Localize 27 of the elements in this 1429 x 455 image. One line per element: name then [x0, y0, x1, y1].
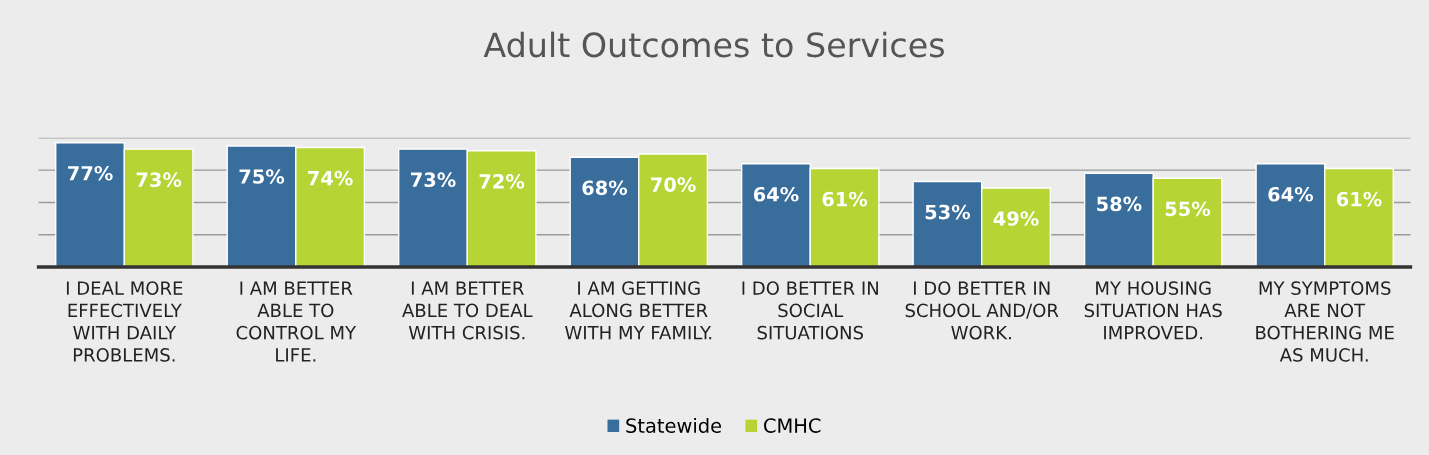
data-label: 72% [479, 173, 525, 189]
data-label: 74% [308, 170, 353, 186]
data-label: 55% [1165, 201, 1211, 217]
data-label: 73% [411, 172, 456, 188]
x-tick-label: MY SYMPTOMS ARE NOT BOTHERING ME AS MUCH. [1256, 281, 1394, 362]
data-label: 61% [822, 191, 868, 207]
data-label: 64% [1268, 186, 1314, 202]
data-label: 49% [993, 211, 1039, 226]
data-label: 64% [753, 186, 799, 202]
chart-title: Adult Outcomes to Services [483, 31, 944, 58]
x-tick-label: I DO BETTER IN SCHOOL AND/OR WORK. [905, 281, 1059, 340]
x-tick-label: I AM BETTER ABLE TO DEAL WITH CRISIS. [402, 281, 533, 340]
x-tick-label: I AM BETTER ABLE TO CONTROL MY LIFE. [236, 281, 357, 362]
legend-label: Statewide [626, 417, 722, 433]
data-label: 73% [136, 172, 182, 188]
data-label: 70% [651, 177, 696, 192]
data-label: 68% [582, 180, 628, 196]
data-label: 58% [1097, 196, 1142, 212]
data-label: 53% [925, 204, 971, 220]
x-tick-label: MY HOUSING SITUATION HAS IMPROVED. [1084, 281, 1222, 340]
data-label: 75% [239, 169, 285, 184]
data-label: 61% [1336, 191, 1382, 207]
x-tick-label: I DO BETTER IN SOCIAL SITUATIONS [742, 281, 878, 340]
x-tick-label: I AM GETTING ALONG BETTER WITH MY FAMILY. [565, 281, 712, 340]
data-label: 77% [68, 165, 113, 181]
legend-label: CMHC [764, 418, 821, 433]
x-tick-label: I DEAL MORE EFFECTIVELY WITH DAILY PROBLEMS. [66, 281, 183, 362]
